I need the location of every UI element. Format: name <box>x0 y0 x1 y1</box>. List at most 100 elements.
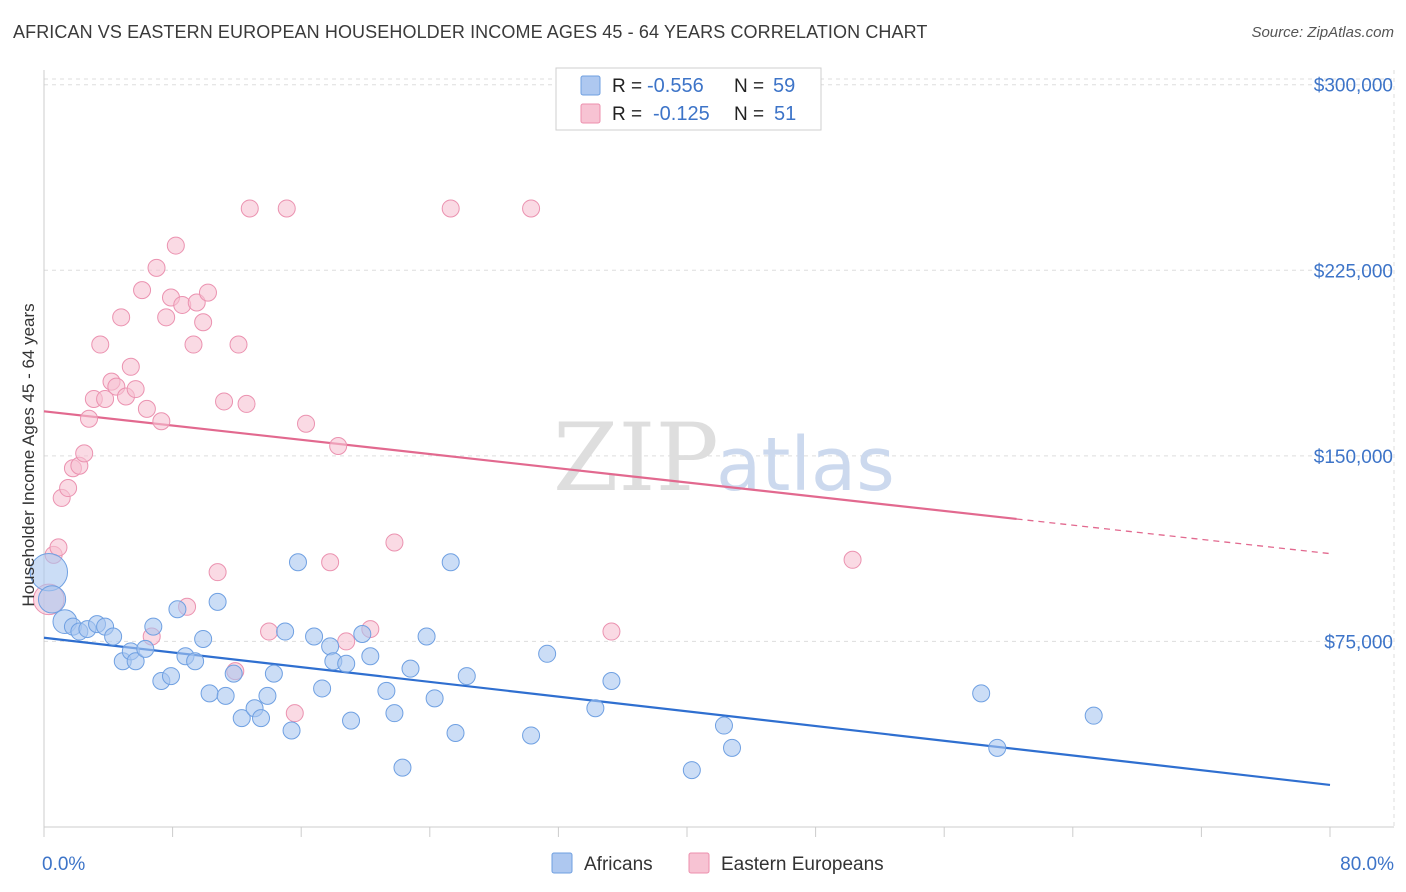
eastern-europeans-point[interactable] <box>147 258 166 277</box>
eastern-europeans-point[interactable] <box>237 394 256 413</box>
eastern-europeans-point[interactable] <box>184 335 203 354</box>
legend-n-label-africans: N = <box>734 76 764 97</box>
eastern-europeans-point[interactable] <box>112 308 131 327</box>
axes <box>43 70 1394 837</box>
africans-point[interactable] <box>425 689 444 708</box>
legend-swatch-africans-bottom <box>551 852 573 874</box>
africans-point[interactable] <box>161 667 180 686</box>
africans-point[interactable] <box>288 553 307 572</box>
eastern-europeans-point[interactable] <box>152 412 171 431</box>
africans-point[interactable] <box>377 681 396 700</box>
eastern-europeans-point[interactable] <box>329 436 348 455</box>
eastern-europeans-point[interactable] <box>75 444 94 463</box>
y-tick-label: $75,000 <box>1324 632 1393 653</box>
africans-point[interactable] <box>538 644 557 663</box>
africans-point[interactable] <box>714 716 733 735</box>
africans-point[interactable] <box>208 592 227 611</box>
y-axis-label: Householder Income Ages 45 - 64 years <box>19 303 38 606</box>
eastern-europeans-point[interactable] <box>321 553 340 572</box>
eastern-europeans-point[interactable] <box>91 335 110 354</box>
africans-point[interactable] <box>385 704 404 723</box>
legend-label-africans: Africans <box>584 854 653 875</box>
africans-point[interactable] <box>682 761 701 780</box>
africans-point[interactable] <box>1084 706 1103 725</box>
tick-labels: $75,000 $150,000 $225,000 $300,000 0.0% 80.0% <box>42 76 1394 875</box>
africans-point[interactable] <box>136 639 155 658</box>
africans-point[interactable] <box>417 627 436 646</box>
eastern-europeans-point[interactable] <box>843 550 862 569</box>
africans-point[interactable] <box>276 622 295 641</box>
africans-point[interactable] <box>457 667 476 686</box>
africans-point[interactable] <box>104 627 123 646</box>
africans-point[interactable] <box>200 684 219 703</box>
africans-point[interactable] <box>224 664 243 683</box>
africans-point[interactable] <box>988 738 1007 757</box>
legend-swatch-africans <box>580 75 601 96</box>
eastern-europeans-point[interactable] <box>96 389 115 408</box>
eastern-europeans-point[interactable] <box>285 704 304 723</box>
eastern-europeans-point[interactable] <box>240 199 259 218</box>
africans-point[interactable] <box>252 709 271 728</box>
eastern-europeans-point[interactable] <box>260 622 279 641</box>
eastern-europeans-point[interactable] <box>198 283 217 302</box>
africans-point[interactable] <box>313 679 332 698</box>
data-points <box>29 199 1103 780</box>
africans-point[interactable] <box>232 709 251 728</box>
eastern-europeans-point[interactable] <box>137 399 156 418</box>
africans-point[interactable] <box>401 659 420 678</box>
africans-trend-line <box>43 636 1331 787</box>
africans-point[interactable] <box>321 637 340 656</box>
eastern-europeans-point[interactable] <box>157 308 176 327</box>
africans-point[interactable] <box>361 647 380 666</box>
africans-point[interactable] <box>264 664 283 683</box>
eastern-europeans-point[interactable] <box>80 409 99 428</box>
africans-point[interactable] <box>342 711 361 730</box>
africans-point[interactable] <box>216 686 235 705</box>
legend-item-africans[interactable]: Africans <box>551 852 653 875</box>
eastern-europeans-point[interactable] <box>208 563 227 582</box>
eastern-europeans-point[interactable] <box>522 199 541 218</box>
eastern-europeans-point[interactable] <box>133 281 152 300</box>
africans-point[interactable] <box>393 758 412 777</box>
eastern-europeans-point[interactable] <box>215 392 234 411</box>
africans-point[interactable] <box>168 600 187 619</box>
eastern-europeans-point[interactable] <box>126 380 145 399</box>
eastern-europeans-point[interactable] <box>385 533 404 552</box>
africans-point[interactable] <box>194 629 213 648</box>
africans-point[interactable] <box>522 726 541 745</box>
y-tick-label: $150,000 <box>1314 447 1393 468</box>
eastern-europeans-trend-extension <box>1016 518 1331 555</box>
africans-point[interactable] <box>337 654 356 673</box>
correlation-legend: R = -0.556 N = 59 R = -0.125 N = 51 <box>555 67 822 131</box>
africans-point[interactable] <box>602 672 621 691</box>
africans-point[interactable] <box>258 686 277 705</box>
eastern-europeans-point[interactable] <box>194 313 213 332</box>
africans-point[interactable] <box>586 699 605 718</box>
africans-point[interactable] <box>972 684 991 703</box>
africans-point[interactable] <box>282 721 301 740</box>
eastern-europeans-point[interactable] <box>337 632 356 651</box>
africans-point[interactable] <box>126 652 145 671</box>
eastern-europeans-point[interactable] <box>602 622 621 641</box>
eastern-europeans-point[interactable] <box>229 335 248 354</box>
africans-point[interactable] <box>305 627 324 646</box>
eastern-europeans-point[interactable] <box>441 199 460 218</box>
legend-item-eastern-europeans[interactable]: Eastern Europeans <box>688 852 884 875</box>
eastern-europeans-point[interactable] <box>59 479 78 498</box>
eastern-europeans-point[interactable] <box>277 199 296 218</box>
legend-r-label-eastern-europeans: R = <box>612 104 642 125</box>
eastern-europeans-point[interactable] <box>121 357 140 376</box>
africans-point[interactable] <box>37 585 67 614</box>
y-tick-label: $300,000 <box>1314 76 1393 97</box>
africans-point[interactable] <box>353 625 372 644</box>
africans-point[interactable] <box>723 738 742 757</box>
eastern-europeans-point[interactable] <box>297 414 316 433</box>
africans-point[interactable] <box>186 652 205 671</box>
chart-source: Source: ZipAtlas.com <box>1251 24 1394 41</box>
africans-point[interactable] <box>446 723 465 742</box>
y-tick-label: $225,000 <box>1314 261 1393 282</box>
africans-point[interactable] <box>441 553 460 572</box>
africans-point[interactable] <box>144 617 163 636</box>
eastern-europeans-point[interactable] <box>166 236 185 255</box>
legend-swatch-eastern-europeans <box>580 103 601 124</box>
